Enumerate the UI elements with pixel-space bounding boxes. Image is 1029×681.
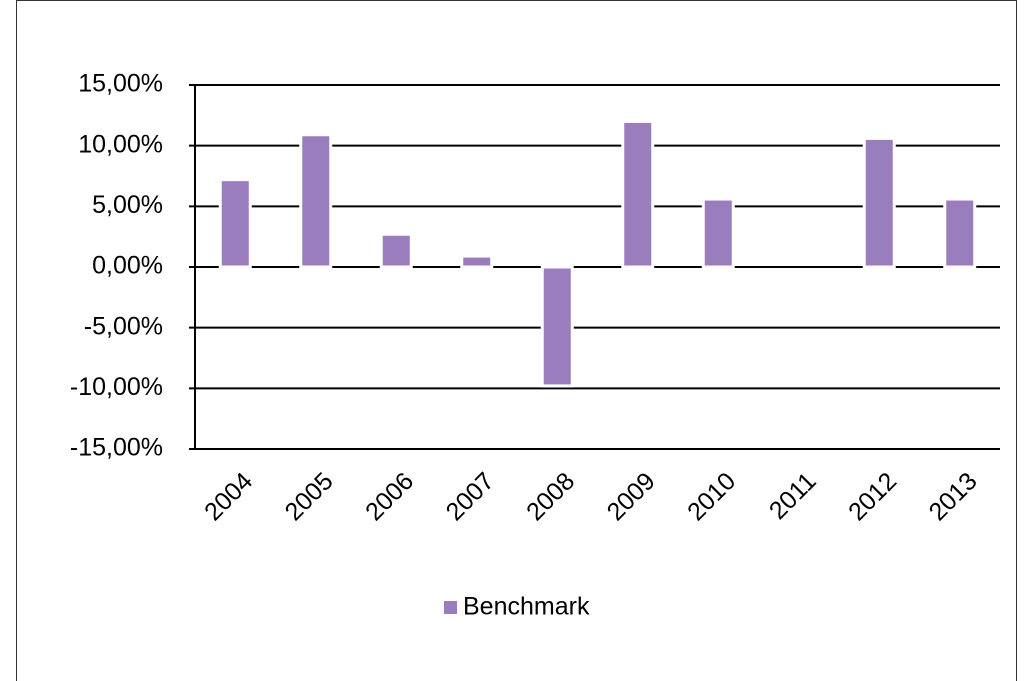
y-tick-label: 15,00% <box>78 70 163 98</box>
bar <box>460 254 494 269</box>
x-tick-label: 2009 <box>602 467 661 526</box>
y-tick-label: -10,00% <box>70 373 163 401</box>
y-tick-label: 10,00% <box>78 130 163 158</box>
x-tick-label: 2008 <box>521 467 580 526</box>
y-tick-label: -15,00% <box>70 434 163 462</box>
y-tick-label: 5,00% <box>92 191 163 219</box>
bar <box>621 119 655 269</box>
legend-swatch <box>444 601 457 614</box>
bar <box>701 197 735 269</box>
x-tick-label: 2013 <box>924 467 983 526</box>
x-tick-label: 2006 <box>360 467 419 526</box>
bar <box>299 133 333 269</box>
x-tick-label: 2007 <box>441 467 500 526</box>
bar <box>379 232 413 269</box>
x-tick-label: 2012 <box>843 467 902 526</box>
chart-frame <box>16 0 1017 681</box>
y-tick-label: 0,00% <box>92 252 163 280</box>
x-tick-label: 2010 <box>682 467 741 526</box>
bar <box>540 265 574 388</box>
y-tick-label: -5,00% <box>84 312 163 340</box>
bar <box>943 197 977 269</box>
x-tick-label: 2011 <box>764 467 822 525</box>
bar <box>218 178 252 269</box>
x-tick-label: 2005 <box>280 467 339 526</box>
bar <box>862 136 896 269</box>
x-tick-label: 2004 <box>199 467 258 526</box>
legend-label: Benchmark <box>463 593 590 621</box>
